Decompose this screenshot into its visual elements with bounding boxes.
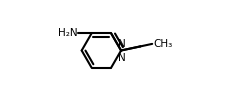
Text: N: N	[117, 53, 125, 63]
Text: H₂N: H₂N	[57, 28, 77, 38]
Text: N: N	[118, 39, 125, 49]
Text: CH₃: CH₃	[153, 39, 172, 49]
